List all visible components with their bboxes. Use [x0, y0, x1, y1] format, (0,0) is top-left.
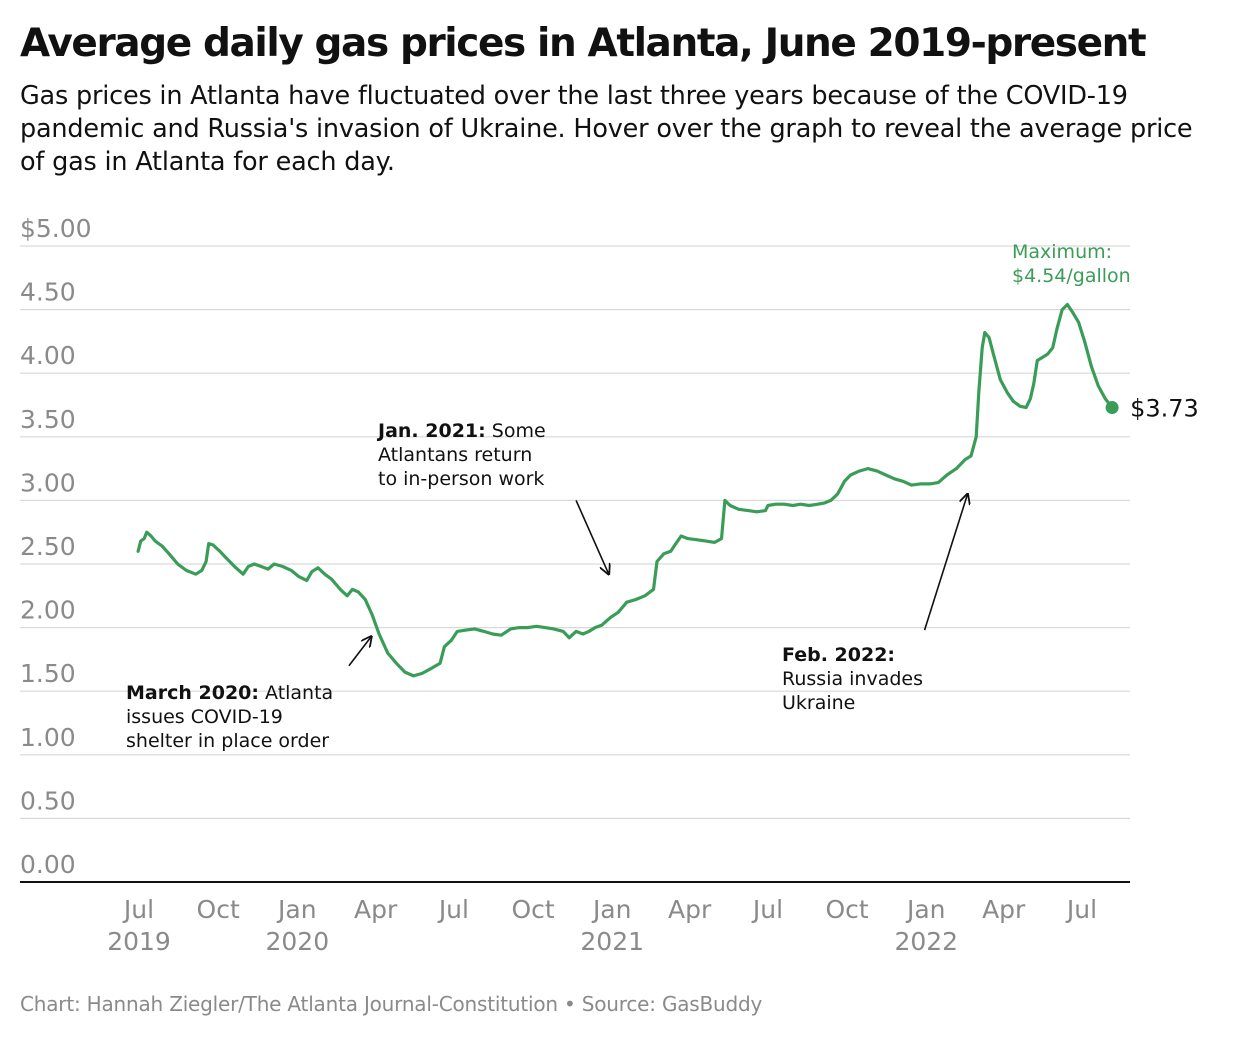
x-tick-label: Apr [668, 895, 712, 924]
x-tick-year-label: 2022 [894, 927, 958, 956]
y-tick-label: 2.00 [20, 596, 76, 625]
end-point-marker [1105, 401, 1119, 415]
annotation-text: Jan. 2021: Some [376, 420, 546, 442]
chart-title: Average daily gas prices in Atlanta, Jun… [20, 21, 1147, 66]
chart-credit: Chart: Hannah Ziegler/The Atlanta Journa… [20, 992, 763, 1016]
maximum-label: $4.54/gallon [1012, 265, 1131, 287]
y-tick-label: 4.50 [20, 278, 76, 307]
y-tick-label: 3.00 [20, 468, 76, 497]
x-tick-label: Jan [905, 895, 946, 924]
annotation-text: shelter in place order [126, 730, 329, 752]
x-tick-label: Oct [197, 895, 240, 924]
annotation-text: March 2020: Atlanta [126, 682, 333, 704]
x-tick-label: Jul [1065, 895, 1097, 924]
y-tick-label: $5.00 [20, 214, 92, 243]
annotation-text: Russia invades [782, 668, 923, 690]
x-tick-label: Jul [751, 895, 783, 924]
y-tick-label: 4.00 [20, 341, 76, 370]
y-tick-label: 1.00 [20, 723, 76, 752]
x-tick-label: Jan [276, 895, 317, 924]
annotation-text: Feb. 2022: [782, 644, 895, 666]
x-tick-year-label: 2020 [266, 927, 330, 956]
annotation-text: Atlantans return [378, 444, 532, 466]
x-tick-label: Jul [437, 895, 469, 924]
y-tick-label: 1.50 [20, 659, 76, 688]
annotation-arrow [575, 500, 609, 574]
annotation-text: to in-person work [378, 468, 544, 490]
annotation-arrow [923, 494, 968, 631]
y-tick-label: 0.50 [20, 786, 76, 815]
x-tick-label: Oct [511, 895, 554, 924]
series-line [136, 302, 1114, 678]
x-tick-year-label: 2019 [107, 927, 171, 956]
annotation-arrow [348, 637, 371, 667]
end-value-label: $3.73 [1130, 395, 1199, 423]
x-tick-year-label: 2021 [580, 927, 644, 956]
chart-subtitle: Gas prices in Atlanta have fluctuated ov… [20, 81, 1193, 177]
x-tick-label: Apr [982, 895, 1026, 924]
x-tick-label: Apr [354, 895, 398, 924]
x-tick-label: Oct [825, 895, 868, 924]
annotation-text: Ukraine [782, 692, 855, 714]
x-tick-label: Jan [591, 895, 632, 924]
annotation-text: issues COVID-19 [126, 706, 283, 728]
y-tick-label: 0.00 [20, 850, 76, 879]
y-tick-label: 2.50 [20, 532, 76, 561]
maximum-label: Maximum: [1012, 241, 1112, 263]
y-tick-label: 3.50 [20, 405, 76, 434]
x-tick-label: Jul [122, 895, 154, 924]
